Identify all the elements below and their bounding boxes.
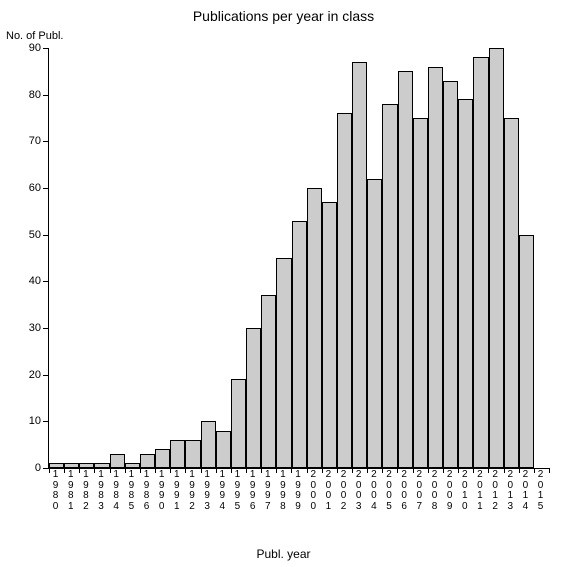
plot-area: 0102030405060708090 [48, 48, 549, 469]
x-tick-label: 1994 [215, 470, 230, 512]
chart-title: Publications per year in class [0, 8, 567, 24]
bar [246, 328, 261, 468]
bar [473, 57, 488, 468]
bar [489, 48, 504, 468]
bar [413, 118, 428, 468]
bar [170, 440, 185, 468]
bar [49, 463, 64, 468]
y-tick-label: 40 [29, 275, 49, 287]
x-tick-label: 2003 [351, 470, 366, 512]
x-tick-label: 2012 [488, 470, 503, 512]
bar [443, 81, 458, 468]
x-tick-label: 2005 [381, 470, 396, 512]
y-tick-label: 80 [29, 89, 49, 101]
x-tick-label: 2014 [518, 470, 533, 512]
bar [231, 379, 246, 468]
bar [322, 202, 337, 468]
x-tick-label: 1997 [260, 470, 275, 512]
bar [458, 99, 473, 468]
bar [307, 188, 322, 468]
bar [64, 463, 79, 468]
x-tick-label: 1993 [200, 470, 215, 512]
bar [398, 71, 413, 468]
chart-container: Publications per year in class No. of Pu… [0, 0, 567, 567]
bar [352, 62, 367, 468]
bar [216, 431, 231, 468]
x-tick-label: 1986 [139, 470, 154, 512]
x-tick-label: 1990 [154, 470, 169, 512]
bar [504, 118, 519, 468]
y-tick-label: 20 [29, 369, 49, 381]
x-tick-label: 2001 [321, 470, 336, 512]
bar [337, 113, 352, 468]
bar [94, 463, 109, 468]
x-tick-label: 2015 [533, 470, 548, 512]
x-tick-label: 2007 [412, 470, 427, 512]
bars-group [49, 48, 549, 468]
x-tick-label: 1992 [184, 470, 199, 512]
y-tick-label: 70 [29, 135, 49, 147]
bar [382, 104, 397, 468]
bar [201, 421, 216, 468]
x-tick-label: 2008 [427, 470, 442, 512]
bar [292, 221, 307, 468]
y-axis-label: No. of Publ. [6, 30, 63, 42]
x-axis-ticks: 1980198119821983198419851986199019911992… [48, 470, 548, 512]
bar [185, 440, 200, 468]
x-tick-label: 1981 [63, 470, 78, 512]
bar [276, 258, 291, 468]
x-tick [549, 468, 550, 473]
x-tick-label: 2002 [336, 470, 351, 512]
x-tick-label: 2013 [503, 470, 518, 512]
y-tick-label: 10 [29, 415, 49, 427]
bar [155, 449, 170, 468]
bar [140, 454, 155, 468]
bar [428, 67, 443, 468]
x-tick-label: 1983 [93, 470, 108, 512]
bar [79, 463, 94, 468]
y-tick-label: 0 [35, 462, 49, 474]
x-tick-label: 1984 [109, 470, 124, 512]
bar [261, 295, 276, 468]
x-tick-label: 1980 [48, 470, 63, 512]
x-tick-label: 1995 [230, 470, 245, 512]
x-tick-label: 2004 [366, 470, 381, 512]
x-tick-label: 1998 [275, 470, 290, 512]
x-tick-label: 1991 [169, 470, 184, 512]
x-tick-label: 1982 [78, 470, 93, 512]
y-tick-label: 50 [29, 229, 49, 241]
x-tick-label: 2011 [472, 470, 487, 512]
bar [519, 235, 534, 468]
x-tick-label: 2000 [306, 470, 321, 512]
y-tick-label: 90 [29, 42, 49, 54]
x-tick-label: 2006 [397, 470, 412, 512]
x-axis-label: Publ. year [0, 547, 567, 561]
x-tick-label: 1999 [291, 470, 306, 512]
bar [110, 454, 125, 468]
bar [367, 179, 382, 468]
x-tick-label: 1985 [124, 470, 139, 512]
x-tick-label: 1996 [245, 470, 260, 512]
y-tick-label: 30 [29, 322, 49, 334]
bar [125, 463, 140, 468]
x-tick-label: 2009 [442, 470, 457, 512]
y-tick-label: 60 [29, 182, 49, 194]
x-tick-label: 2010 [457, 470, 472, 512]
